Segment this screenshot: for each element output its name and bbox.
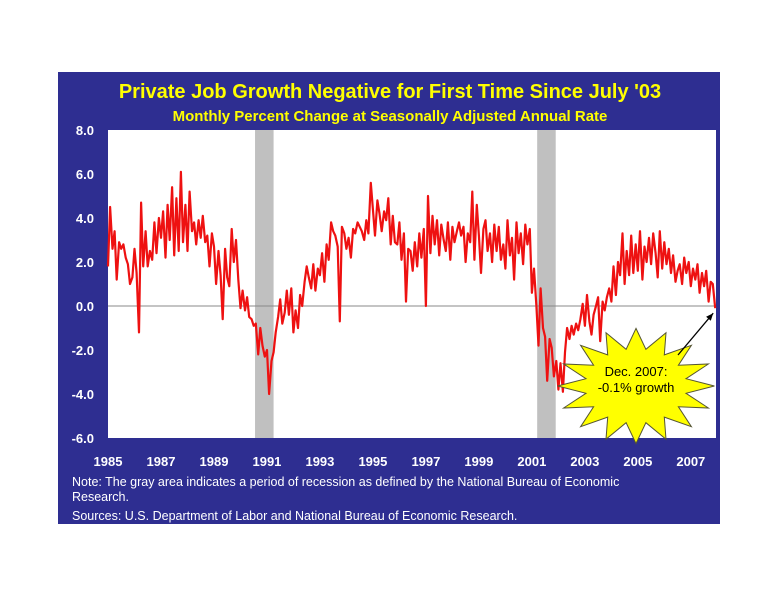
y-tick-label: 2.0 [76,255,94,270]
x-tick-label: 2005 [623,454,652,469]
y-tick-label: -2.0 [72,343,94,358]
sources-line: Sources: U.S. Department of Labor and Na… [72,509,518,523]
annotation-starburst [557,327,715,445]
y-tick-label: 4.0 [76,211,94,226]
x-tick-label: 2001 [517,454,546,469]
annotation-arrow [677,312,714,356]
chart-title: Private Job Growth Negative for First Ti… [119,81,661,103]
x-tick-label: 2003 [570,454,599,469]
note-line-2: Research. [72,490,129,504]
recession-band-2 [537,130,556,438]
x-tick-label: 1991 [252,454,281,469]
x-tick-label: 1993 [305,454,334,469]
annotation-text-line-1: Dec. 2007: [605,364,668,379]
series-line-1 [106,170,717,396]
y-tick-label: 8.0 [76,123,94,138]
y-tick-label: 0.0 [76,299,94,314]
note-line-1: Note: The gray area indicates a period o… [72,475,620,489]
x-tick-label: 2007 [676,454,705,469]
y-tick-label: -4.0 [72,387,94,402]
x-tick-label: 1989 [200,454,229,469]
chart-subtitle: Monthly Percent Change at Seasonally Adj… [173,108,608,125]
x-tick-label: 1985 [94,454,123,469]
annotation-arrowhead [706,313,714,321]
recession-band-1 [255,130,274,438]
y-tick-label: -6.0 [72,431,94,446]
x-tick-label: 1997 [411,454,440,469]
annotation-text-line-2: -0.1% growth [598,380,675,395]
x-tick-label: 1995 [358,454,387,469]
x-tick-label: 1999 [464,454,493,469]
y-tick-label: 6.0 [76,167,94,182]
x-tick-label: 1987 [147,454,176,469]
